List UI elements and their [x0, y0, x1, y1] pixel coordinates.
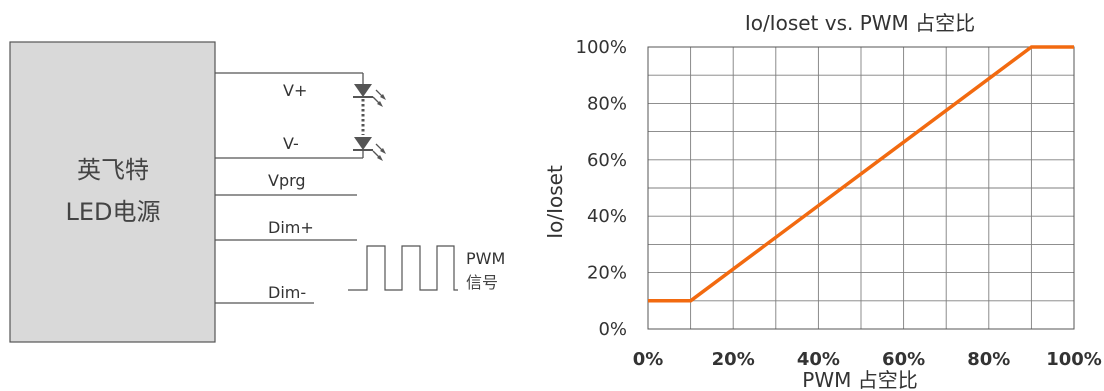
x-tick-label: 100% [1046, 349, 1102, 370]
y-tick-label: 20% [587, 263, 627, 284]
led-icon [353, 84, 386, 107]
y-tick-label: 0% [598, 319, 627, 340]
dimming-curve-chart: Io/Ioset vs. PWM 占空比 Io/Ioset PWM 占空比 0%… [543, 11, 1102, 391]
x-tick-label: 60% [882, 349, 925, 370]
wiring-diagram: 英飞特 LED电源 V+ V- [9, 41, 505, 343]
chart-series [648, 45, 1074, 303]
x-axis-label: PWM 占空比 [802, 368, 917, 391]
series-line [648, 45, 1074, 303]
x-tick-label: 40% [797, 349, 840, 370]
terminal-dimminus-label: Dim- [268, 283, 306, 302]
terminal-vminus-label: V- [283, 134, 299, 153]
led-icon [353, 137, 386, 161]
y-axis-label: Io/Ioset [543, 165, 567, 239]
y-tick-label: 100% [576, 37, 627, 58]
pwm-label-line1: PWM [466, 249, 505, 268]
y-tick-label: 40% [587, 206, 627, 227]
terminal-vprg-label: Vprg [268, 171, 306, 190]
chart-title: Io/Ioset vs. PWM 占空比 [745, 11, 975, 35]
pwm-label-line2: 信号 [466, 273, 498, 292]
led-driver-box [9, 41, 216, 343]
pwm-waveform [348, 245, 458, 291]
chart-tick-labels: 0% 20% 40% 60% 80% 100% 0% 20% 40% 60% 80% 100% [576, 37, 1102, 370]
driver-name-line1: 英飞特 [77, 156, 149, 184]
driver-name-line2: LED电源 [65, 198, 160, 226]
x-tick-label: 80% [967, 349, 1010, 370]
x-tick-label: 20% [712, 349, 755, 370]
terminal-dimplus-label: Dim+ [268, 218, 314, 237]
y-tick-label: 60% [587, 150, 627, 171]
plot-frame [647, 46, 1075, 330]
x-tick-label: 0% [633, 349, 664, 370]
chart-grid [647, 46, 1075, 330]
y-tick-label: 80% [587, 93, 627, 114]
terminal-vplus-label: V+ [283, 81, 307, 100]
